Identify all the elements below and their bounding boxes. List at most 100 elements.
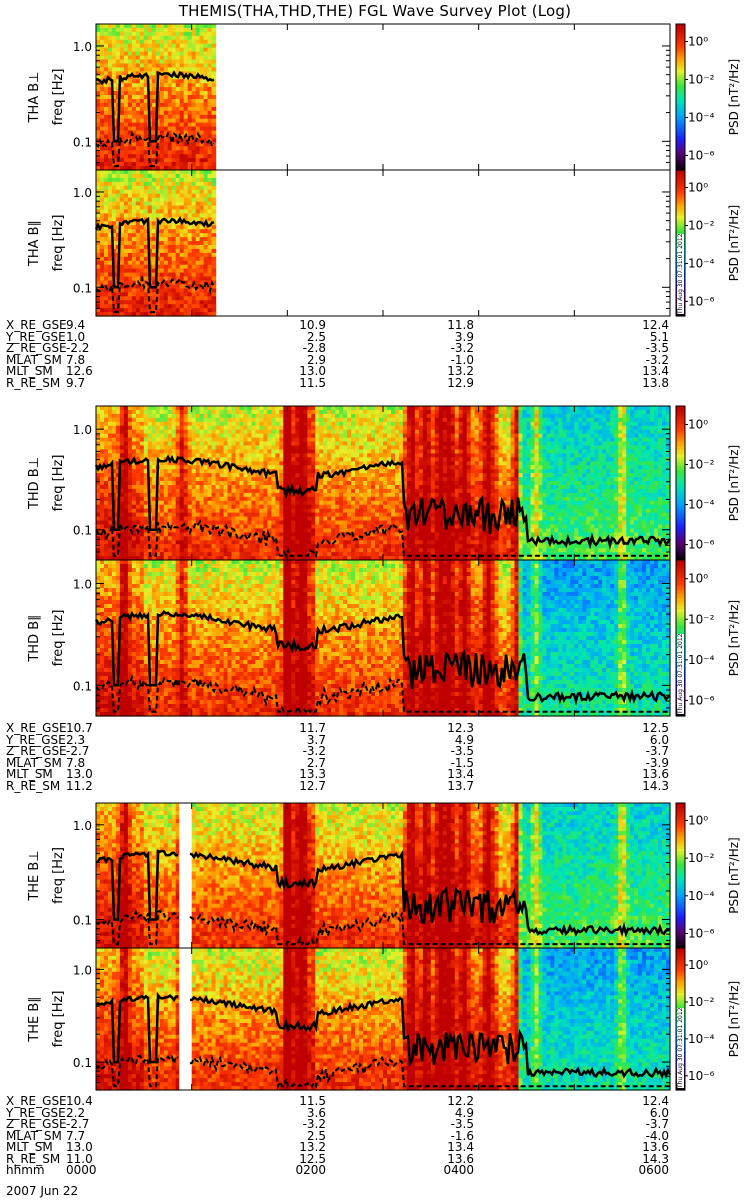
ephemeris-value: 13.4 [642,365,669,378]
y-tick-label: 0.1 [73,281,92,295]
ephemeris-value: 11.0 [66,1153,93,1166]
ephemeris-row-label: R_RE_SM [6,377,60,390]
ephemeris-block: X_RE_GSE 10.4 11.5 12.2 12.4 Y_RE_GSE 2.2 3.6 4.… [0,1095,750,1177]
spectrogram-panel [95,948,672,1091]
median-frequency-line [94,454,672,550]
ephemeris-value: 0400 [443,1164,474,1177]
colorbar-tick-label: 10⁻⁴ [688,1032,715,1046]
ephemeris-value: 2.7 [307,757,326,770]
colorbar-label: PSD [nT²/Hz] [727,205,741,281]
ephemeris-row-label: Z_RE_GSE [6,1118,67,1131]
median-frequency-line [95,70,215,143]
colorbar-tick-label: 10⁻² [688,72,715,86]
plot-timestamp: Thu Aug 30 07:31:01 2012 [677,1007,684,1088]
ephemeris-row-label: R_RE_SM [6,1153,60,1166]
ephemeris-value: 5.1 [650,331,669,344]
colorbar-tick-label: 10⁻² [688,458,715,472]
ephemeris-value: 12.3 [447,722,474,735]
ephemeris-value: -3.5 [451,1118,474,1131]
colorbar-tick-label: 10⁻⁶ [688,693,715,707]
panel-axes: 1.0 0.1 THA B∥ freq [Hz] [27,169,671,317]
ephemeris-value: 13.2 [299,1141,326,1154]
ephemeris-row-label: Z_RE_GSE [6,342,67,355]
colorbar-tick-label: 10⁻⁴ [688,256,715,270]
y-axis-label: THE B∥ [27,996,42,1042]
ephemeris-value: 2.5 [307,1130,326,1143]
y-axis-unit: freq [Hz] [51,455,66,512]
ephemeris-value: -4.0 [646,1130,669,1143]
y-tick-label: 1.0 [73,186,92,200]
colorbar-tick-label: 10⁰ [688,813,708,827]
ephemeris-value: 13.3 [299,768,326,781]
ephemeris-value: 11.2 [66,780,93,793]
ephemeris-value: 9.4 [66,319,85,332]
ephemeris-value: 11.8 [447,319,474,332]
y-axis-unit: freq [Hz] [51,991,66,1048]
ephemeris-value: 11.7 [299,722,326,735]
ephemeris-row-label: MLT_SM [6,1141,53,1154]
ephemeris-row-label: MLAT_SM [6,757,62,770]
ephemeris-row-label: X_RE_GSE [6,319,67,332]
ephemeris-value: 12.4 [642,319,669,332]
ephemeris-value: 4.9 [455,1107,474,1120]
ephemeris-row-label: hhmm [6,1164,45,1177]
ephemeris-value: 0000 [66,1164,97,1177]
ephemeris-value: 11.5 [299,1095,326,1108]
colorbar-tick-label: 10⁰ [688,958,708,972]
colorbar-label: PSD [nT²/Hz] [727,59,741,135]
colorbar-tick-label: 10⁻⁶ [688,927,715,941]
colorbar: 10⁰ 10⁻² 10⁻⁴ 10⁻⁶ PSD [nT²/Hz] [675,405,741,561]
ephemeris-value: -2.7 [66,1118,89,1131]
panel-axes: 1.0 0.1 THD B∥ freq [Hz] [27,559,671,717]
ephemeris-value: 2.3 [66,734,85,747]
y-axis-label: THD B⊥ [27,457,42,510]
panel-axes: 1.0 0.1 THE B∥ freq [Hz] [27,947,671,1091]
y-axis-label: THA B⊥ [27,72,42,124]
panel-axes: 1.0 0.1 THA B⊥ freq [Hz] [27,23,671,171]
lower-frequency-line [95,130,215,168]
ephemeris-value: 6.0 [650,734,669,747]
plot-timestamp: Thu Aug 30 07:31:01 2012 [677,633,684,714]
colorbar-tick-label: 10⁻² [688,851,715,865]
ephemeris-value: 4.9 [455,734,474,747]
panel-axes: 1.0 0.1 THE B⊥ freq [Hz] [27,802,671,949]
ephemeris-value: 2.5 [307,331,326,344]
ephemeris-value: -3.5 [646,342,669,355]
ephemeris-block: X_RE_GSE 9.4 10.9 11.8 12.4 Y_RE_GSE 1.0 2.5 3.9… [0,319,750,390]
y-tick-label: 0.1 [73,524,92,538]
spectrogram-panel [94,560,671,717]
ephemeris-row-label: Y_RE_GSE [6,734,66,747]
ephemeris-value: 13.8 [642,377,669,390]
ephemeris-value: 13.2 [447,365,474,378]
ephemeris-value: 10.9 [299,319,326,332]
ephemeris-value: 13.7 [447,780,474,793]
y-tick-label: 0.1 [73,1056,92,1070]
ephemeris-row-label: Y_RE_GSE [6,331,66,344]
colorbar-tick-label: 10⁰ [688,572,708,586]
colorbar-tick-label: 10⁻⁴ [688,653,715,667]
lower-frequency-line [95,909,670,947]
colorbar-tick-label: 10⁻⁴ [688,498,715,512]
ephemeris-value: -1.5 [451,757,474,770]
ephemeris-value: -3.9 [646,757,669,770]
ephemeris-value: 13.0 [66,768,93,781]
ephemeris-value: 6.0 [650,1107,669,1120]
median-frequency-line [95,991,672,1080]
ephemeris-value: 12.5 [299,1153,326,1166]
ephemeris-value: 12.7 [299,780,326,793]
ephemeris-value: 11.5 [299,377,326,390]
ephemeris-row-label: MLAT_SM [6,354,62,367]
ephemeris-value: 7.8 [66,354,85,367]
colorbar-label: PSD [nT²/Hz] [727,600,741,676]
y-axis-unit: freq [Hz] [51,69,66,126]
ephemeris-value: 13.6 [642,768,669,781]
ephemeris-value: 13.6 [642,1141,669,1154]
ephemeris-value: 1.0 [66,331,85,344]
ephemeris-row-label: MLT_SM [6,768,53,781]
spectrogram-panel [94,170,217,317]
y-tick-label: 1.0 [73,819,92,833]
median-frequency-line [94,216,215,289]
ephemeris-value: 12.5 [642,722,669,735]
colorbar-label: PSD [nT²/Hz] [727,837,741,913]
ephemeris-value: -3.2 [451,342,474,355]
